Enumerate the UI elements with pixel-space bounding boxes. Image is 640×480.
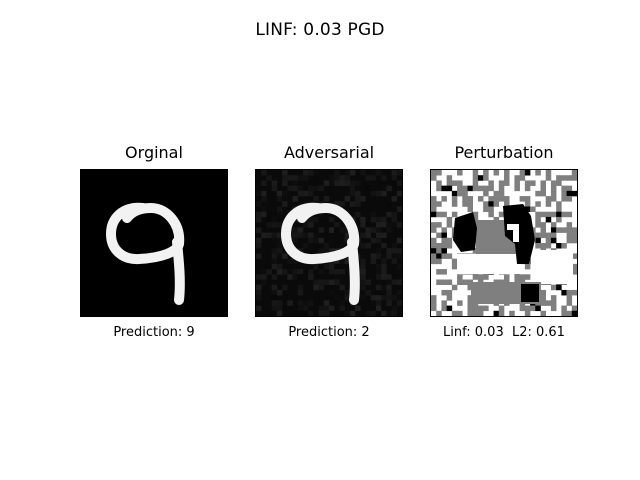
perturbation-image [430,169,578,317]
adversarial-image [255,169,403,317]
original-digit-graphic [81,170,227,316]
original-title: Orginal [125,143,183,162]
adversarial-title: Adversarial [283,143,375,162]
perturbation-title: Perturbation [454,143,554,162]
original-image [80,169,228,317]
adversarial-digit-graphic [256,170,402,316]
adversarial-caption: Prediction: 2 [288,325,370,340]
figure-title: LINF: 0.03 PGD [255,20,385,40]
perturbation-caption: Linf: 0.03 L2: 0.61 [443,325,565,340]
perturbation-graphic [431,170,577,316]
original-caption: Prediction: 9 [113,325,195,340]
